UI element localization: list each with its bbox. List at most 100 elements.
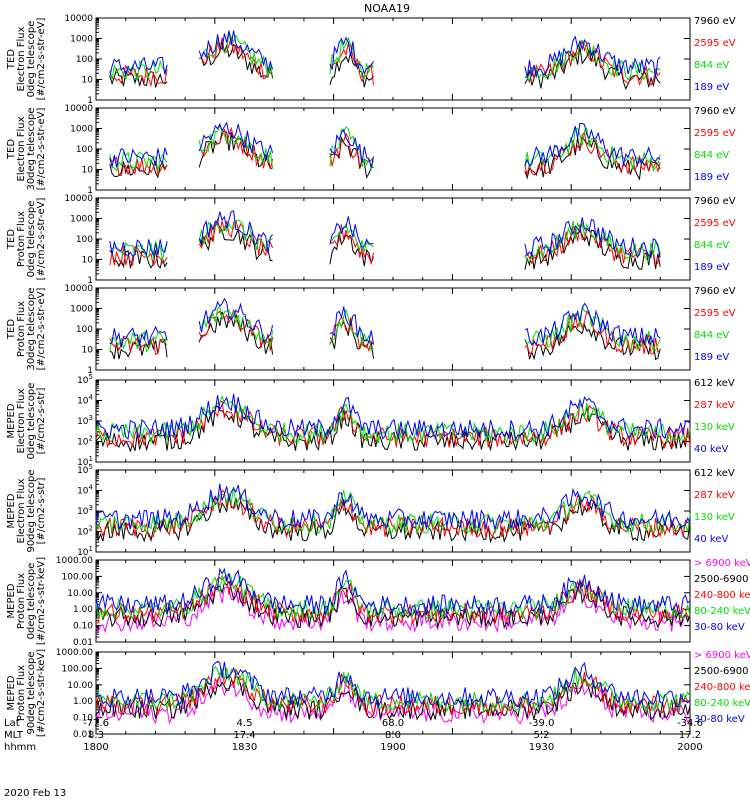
x-row-label: hhmm	[4, 742, 36, 753]
x-tick-label: 17.2	[679, 730, 701, 741]
y-axis-label: TEDElectron Flux30deg telescope[#/cm2-s-…	[6, 107, 47, 190]
series-trace	[109, 297, 661, 348]
series-trace	[95, 676, 691, 725]
series-trace	[109, 30, 661, 79]
series-trace	[95, 580, 691, 630]
y-tick-label: 10000	[64, 104, 93, 114]
panel-7: 0.01 0.10 1.00 10.00 100.00 1000.00 MEPEDProto…	[6, 556, 750, 648]
legend-entry: 612 keV	[694, 468, 735, 479]
figure-title: NOAA19	[364, 2, 410, 15]
y-tick-label: 0.01	[73, 730, 93, 740]
legend-entry: 844 eV	[694, 330, 729, 341]
panel-3: 1 10 100 1000 10000 TEDProton Flux0deg telesc…	[6, 194, 736, 286]
legend-entry: 7960 eV	[694, 196, 736, 207]
y-tick-label: 10.00	[67, 681, 93, 691]
series-trace	[109, 308, 661, 356]
legend-entry: > 6900 keV	[694, 650, 750, 661]
panel-8: 0.01 0.10 1.00 10.00 100.00 1000.00 MEPEDProto…	[6, 648, 750, 740]
legend-entry: 80-240 keV	[694, 606, 750, 617]
legend-entry: 240-800 keV	[694, 682, 750, 693]
y-tick-label: 100.00	[62, 572, 94, 582]
y-tick-label: 10.00	[67, 589, 93, 599]
series-trace	[95, 394, 691, 444]
panel-4: 1 10 100 1000 10000 TEDProton Flux30deg teles…	[6, 284, 736, 376]
legend-entry: 189 eV	[694, 82, 729, 93]
series-trace	[95, 483, 691, 531]
y-tick-label: 1000	[70, 305, 93, 315]
y-tick-label: 1000.00	[56, 648, 93, 658]
y-tick-label: 100	[76, 235, 93, 245]
y-tick-label: 104	[77, 484, 93, 497]
x-row-label: Lat	[4, 718, 20, 729]
x-tick-label: 1900	[380, 742, 405, 753]
x-tick-label: 8.0	[385, 730, 401, 741]
series-trace	[109, 31, 661, 81]
y-axis-label: MEPEDElectron Flux90deg telescope[#/cm2-…	[6, 469, 47, 552]
y-tick-label: 0.01	[73, 638, 93, 648]
x-tick-label: 8.3	[88, 730, 104, 741]
y-tick-label: 100	[76, 55, 93, 65]
date-label: 2020 Feb 13	[4, 788, 66, 799]
y-axis-label: TEDProton Flux30deg telescope[#/cm2-s-st…	[6, 287, 47, 370]
y-tick-label: 103	[77, 504, 93, 517]
y-tick-label: 1000.00	[56, 556, 93, 566]
x-axis-labels: Lat -77.6 4.5 68.0 -39.0 -34.6 MLT 8.3 17.4 8.0 5.…	[4, 718, 703, 753]
x-tick-label: -39.0	[529, 718, 555, 729]
y-axis-label: MEPEDElectron Flux0deg telescope[#/cm2-s…	[6, 383, 47, 460]
series-trace	[95, 586, 691, 634]
series-trace	[109, 130, 661, 181]
legend-entry: 189 eV	[694, 352, 729, 363]
y-tick-label: 0.10	[73, 622, 93, 632]
y-tick-label: 10	[82, 346, 94, 356]
y-tick-label: 1	[87, 96, 93, 106]
legend-entry: 2595 eV	[694, 308, 736, 319]
y-tick-label: 104	[77, 394, 93, 407]
legend-entry: 40 keV	[694, 534, 728, 545]
y-tick-label: 10	[82, 76, 94, 86]
legend-entry: 7960 eV	[694, 106, 736, 117]
legend-entry: 2595 eV	[694, 128, 736, 139]
y-tick-label: 102	[77, 435, 93, 448]
x-tick-label: 1930	[529, 742, 554, 753]
x-tick-label: 2000	[677, 742, 702, 753]
legend-entry: 287 keV	[694, 490, 735, 501]
y-tick-label: 100	[76, 145, 93, 155]
y-axis-label: MEPEDProton Flux0deg telescope[#/cm2-s-s…	[6, 557, 47, 645]
legend-entry: 7960 eV	[694, 286, 736, 297]
legend-entry: 2500-6900	[694, 666, 749, 677]
legend-entry: 240-800 keV	[694, 590, 750, 601]
series-trace	[95, 576, 691, 626]
legend-entry: 844 eV	[694, 240, 729, 251]
y-tick-label: 1	[87, 366, 93, 376]
y-tick-label: 1.00	[73, 605, 93, 615]
legend-entry: 130 keV	[694, 512, 735, 523]
series-trace	[95, 393, 691, 441]
series-trace	[109, 210, 661, 259]
x-tick-label: 68.0	[382, 718, 404, 729]
y-tick-label: 1000	[70, 35, 93, 45]
legend-entry: 844 eV	[694, 60, 729, 71]
series-trace	[109, 41, 661, 91]
legend-entry: > 6900 keV	[694, 558, 750, 569]
y-tick-label: 10000	[64, 14, 93, 24]
y-tick-label: 0.10	[73, 714, 93, 724]
x-row-label: MLT	[4, 730, 24, 741]
series-trace	[109, 311, 661, 361]
legend-entry: 130 keV	[694, 422, 735, 433]
series-trace	[109, 124, 661, 172]
series-trace	[95, 573, 691, 621]
series-trace	[109, 223, 661, 270]
y-axis-label: MEPEDProton Flux90deg telescope[#/cm2-s-…	[6, 649, 47, 737]
series-trace	[95, 486, 691, 535]
x-tick-label: 5.2	[534, 730, 550, 741]
x-tick-label: 4.5	[237, 718, 253, 729]
y-tick-label: 10	[82, 166, 94, 176]
x-tick-label: -77.6	[83, 718, 109, 729]
y-tick-label: 103	[77, 414, 93, 427]
series-trace	[109, 121, 661, 168]
legend-entry: 40 keV	[694, 444, 728, 455]
series-trace	[109, 126, 661, 177]
panel-1: 1 10 100 1000 10000 TEDElectron Flux0deg tele…	[6, 14, 736, 106]
y-tick-label: 10000	[64, 194, 93, 204]
legend-entry: 80-240 keV	[694, 698, 750, 709]
